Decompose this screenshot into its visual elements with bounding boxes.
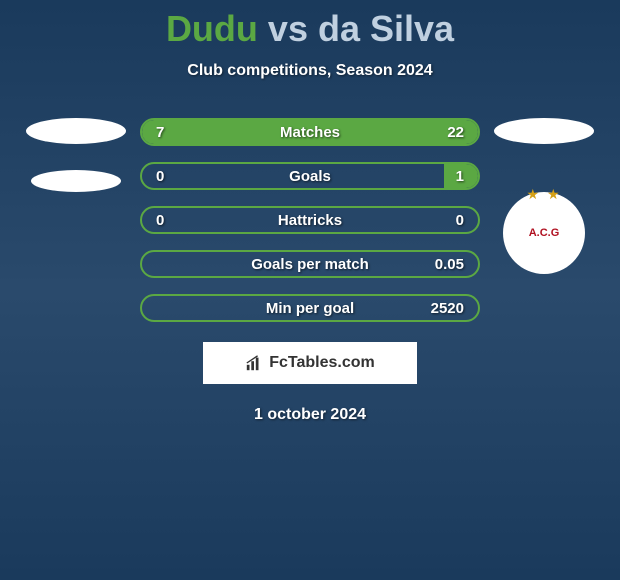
stat-value-left: 0 [156,168,164,185]
right-side-column: ★ ★ A.C.G [488,118,600,274]
date-label: 1 october 2024 [0,406,620,424]
branding-text: FcTables.com [269,354,375,372]
stat-row: 7 Matches 22 [140,118,480,146]
stat-fill-left [142,120,223,144]
main-area: 7 Matches 22 0 Goals 1 0 Hattricks 0 Goals per ma… [0,118,620,322]
player-left-avatar [26,118,126,144]
player-left-name: Dudu [166,8,258,49]
stat-label: Hattricks [278,212,342,229]
stat-value-left: 0 [156,212,164,229]
comparison-title: Dudu vs da Silva [0,8,620,50]
branding-box[interactable]: FcTables.com [203,342,417,384]
player-right-name: da Silva [318,8,454,49]
player-right-club-logo: ★ ★ A.C.G [503,192,585,274]
player-right-avatar [494,118,594,144]
stat-value-right: 1 [456,168,464,185]
club-abbrev: A.C.G [529,228,560,239]
stat-row: 0 Goals 1 [140,162,480,190]
stat-row: Goals per match 0.05 [140,250,480,278]
stat-value-right: 2520 [431,300,464,317]
player-left-club-placeholder [31,170,121,192]
left-side-column [20,118,132,192]
stat-row: Min per goal 2520 [140,294,480,322]
club-stars-icon: ★ ★ [527,186,562,203]
stat-label: Goals [289,168,331,185]
stat-row: 0 Hattricks 0 [140,206,480,234]
stats-column: 7 Matches 22 0 Goals 1 0 Hattricks 0 Goals per ma… [140,118,480,322]
stat-fill-right [223,120,478,144]
infographic-container: Dudu vs da Silva Club competitions, Seas… [0,0,620,424]
stat-label: Matches [280,124,340,141]
stat-value-right: 0 [456,212,464,229]
chart-icon [245,354,263,372]
stat-label: Min per goal [266,300,354,317]
stat-value-right: 0.05 [435,256,464,273]
stat-value-right: 22 [447,124,464,141]
stat-value-left: 7 [156,124,164,141]
stat-label: Goals per match [251,256,369,273]
vs-separator: vs [268,8,308,49]
subtitle: Club competitions, Season 2024 [0,62,620,80]
